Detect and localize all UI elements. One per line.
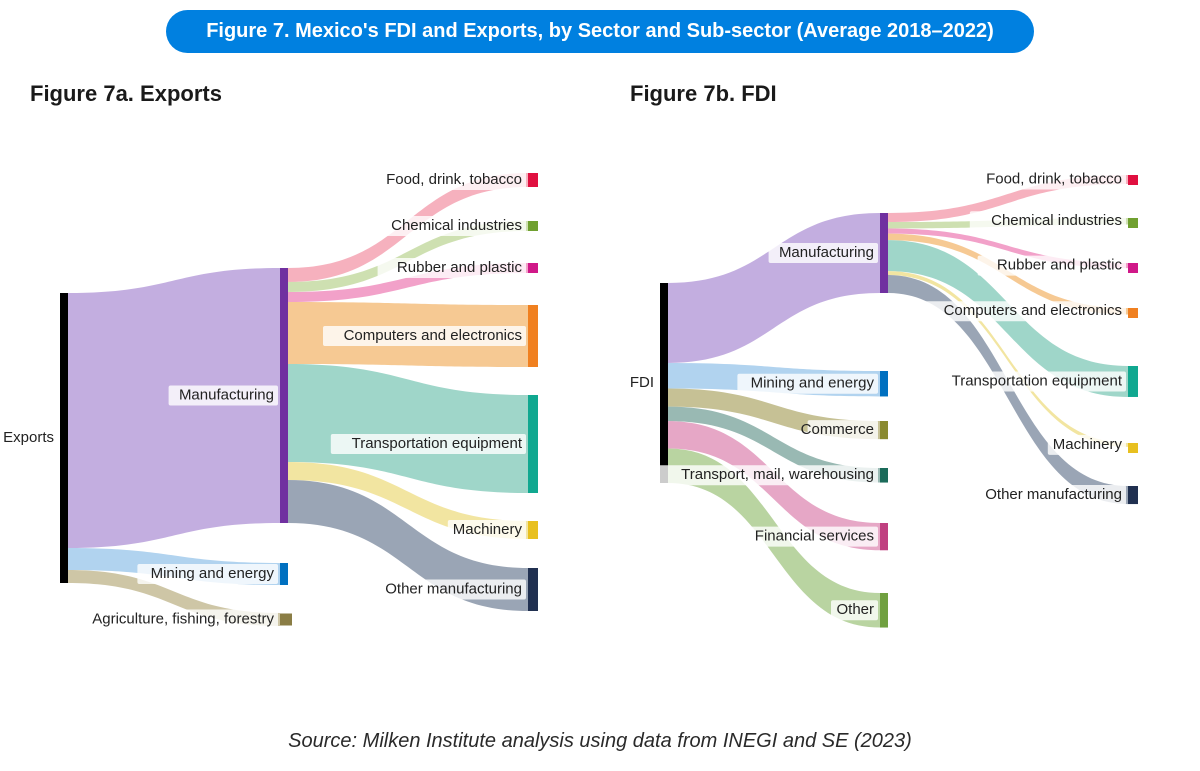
- subsector-label-other_mfg: Other manufacturing: [385, 580, 522, 597]
- subsector-bar-food: [528, 173, 538, 187]
- panel-fdi: Figure 7b. FDI FDI Manufacturing Mining an…: [600, 53, 1190, 673]
- sector-label-financial: Financial services: [755, 528, 874, 545]
- links-sub: [288, 173, 528, 611]
- subsector-bar-machinery: [528, 521, 538, 539]
- sector-label-manufacturing: Manufacturing: [179, 386, 274, 403]
- sector-bar-mining_energy: [280, 563, 288, 585]
- subsector-bar-food: [1128, 175, 1138, 185]
- subsector-label-other_mfg: Other manufacturing: [985, 486, 1122, 503]
- subsector-label-machinery: Machinery: [1053, 436, 1123, 453]
- sector-label-other_sec: Other: [836, 601, 874, 618]
- subsector-bar-other_mfg: [528, 568, 538, 611]
- panel-title-fdi: Figure 7b. FDI: [630, 81, 777, 107]
- subsector-label-machinery: Machinery: [453, 521, 523, 538]
- root-label: FDI: [630, 374, 654, 391]
- sector-bar-transport_mail: [880, 468, 888, 483]
- subsector-bar-transp_eq: [1128, 366, 1138, 397]
- sector-label-commerce: Commerce: [801, 421, 874, 438]
- sector-bar-manufacturing: [280, 268, 288, 523]
- subsector-bar-rubber: [528, 263, 538, 273]
- subsector-bar-comp_elec: [528, 305, 538, 367]
- panel-title-exports: Figure 7a. Exports: [30, 81, 222, 107]
- root-node: [60, 293, 68, 583]
- flow-manufacturing: [68, 268, 280, 548]
- root-label: Exports: [3, 429, 54, 446]
- sector-label-agriculture: Agriculture, fishing, forestry: [92, 610, 274, 627]
- subsector-label-food: Food, drink, tobacco: [986, 170, 1122, 187]
- sector-label-manufacturing: Manufacturing: [779, 244, 874, 261]
- figure-title: Figure 7. Mexico's FDI and Exports, by S…: [166, 10, 1034, 53]
- source-citation: Source: Milken Institute analysis using …: [0, 730, 1200, 753]
- subsector-bar-chem: [1128, 218, 1138, 228]
- sector-bar-other_sec: [880, 593, 888, 628]
- subsector-label-comp_elec: Computers and electronics: [344, 327, 522, 344]
- subsector-bar-other_mfg: [1128, 486, 1138, 504]
- sector-label-transport_mail: Transport, mail, warehousing: [681, 466, 874, 483]
- sector-square-agriculture: [280, 614, 292, 626]
- subsector-label-rubber: Rubber and plastic: [997, 257, 1123, 274]
- subsector-bar-comp_elec: [1128, 308, 1138, 318]
- subsector-bar-machinery: [1128, 443, 1138, 453]
- sector-bar-mining_energy: [880, 371, 888, 396]
- sector-label-mining_energy: Mining and energy: [151, 565, 275, 582]
- sector-label-mining_energy: Mining and energy: [751, 375, 875, 392]
- sector-bar-manufacturing: [880, 213, 888, 293]
- root-node: [660, 283, 668, 483]
- sankey-fdi: FDI Manufacturing Mining and energy Commerc…: [600, 113, 1190, 673]
- flow-manufacturing: [668, 213, 880, 363]
- subsector-label-chem: Chemical industries: [391, 217, 522, 234]
- sankey-exports: Exports Manufacturing Mining and energy Agr…: [0, 113, 590, 673]
- subsector-bar-chem: [528, 221, 538, 231]
- sector-bar-financial: [880, 523, 888, 550]
- subsector-bar-transp_eq: [528, 395, 538, 493]
- subsector-label-transp_eq: Transportation equipment: [952, 372, 1123, 389]
- subsector-label-transp_eq: Transportation equipment: [352, 435, 523, 452]
- subsector-bar-rubber: [1128, 263, 1138, 273]
- subsector-label-chem: Chemical industries: [991, 212, 1122, 229]
- panels-container: Figure 7a. Exports Exports Manufacturing M…: [0, 53, 1200, 673]
- panel-exports: Figure 7a. Exports Exports Manufacturing M…: [0, 53, 590, 673]
- subsector-label-rubber: Rubber and plastic: [397, 259, 523, 276]
- sector-bar-commerce: [880, 421, 888, 439]
- subsector-label-food: Food, drink, tobacco: [386, 171, 522, 188]
- subsector-label-comp_elec: Computers and electronics: [944, 302, 1122, 319]
